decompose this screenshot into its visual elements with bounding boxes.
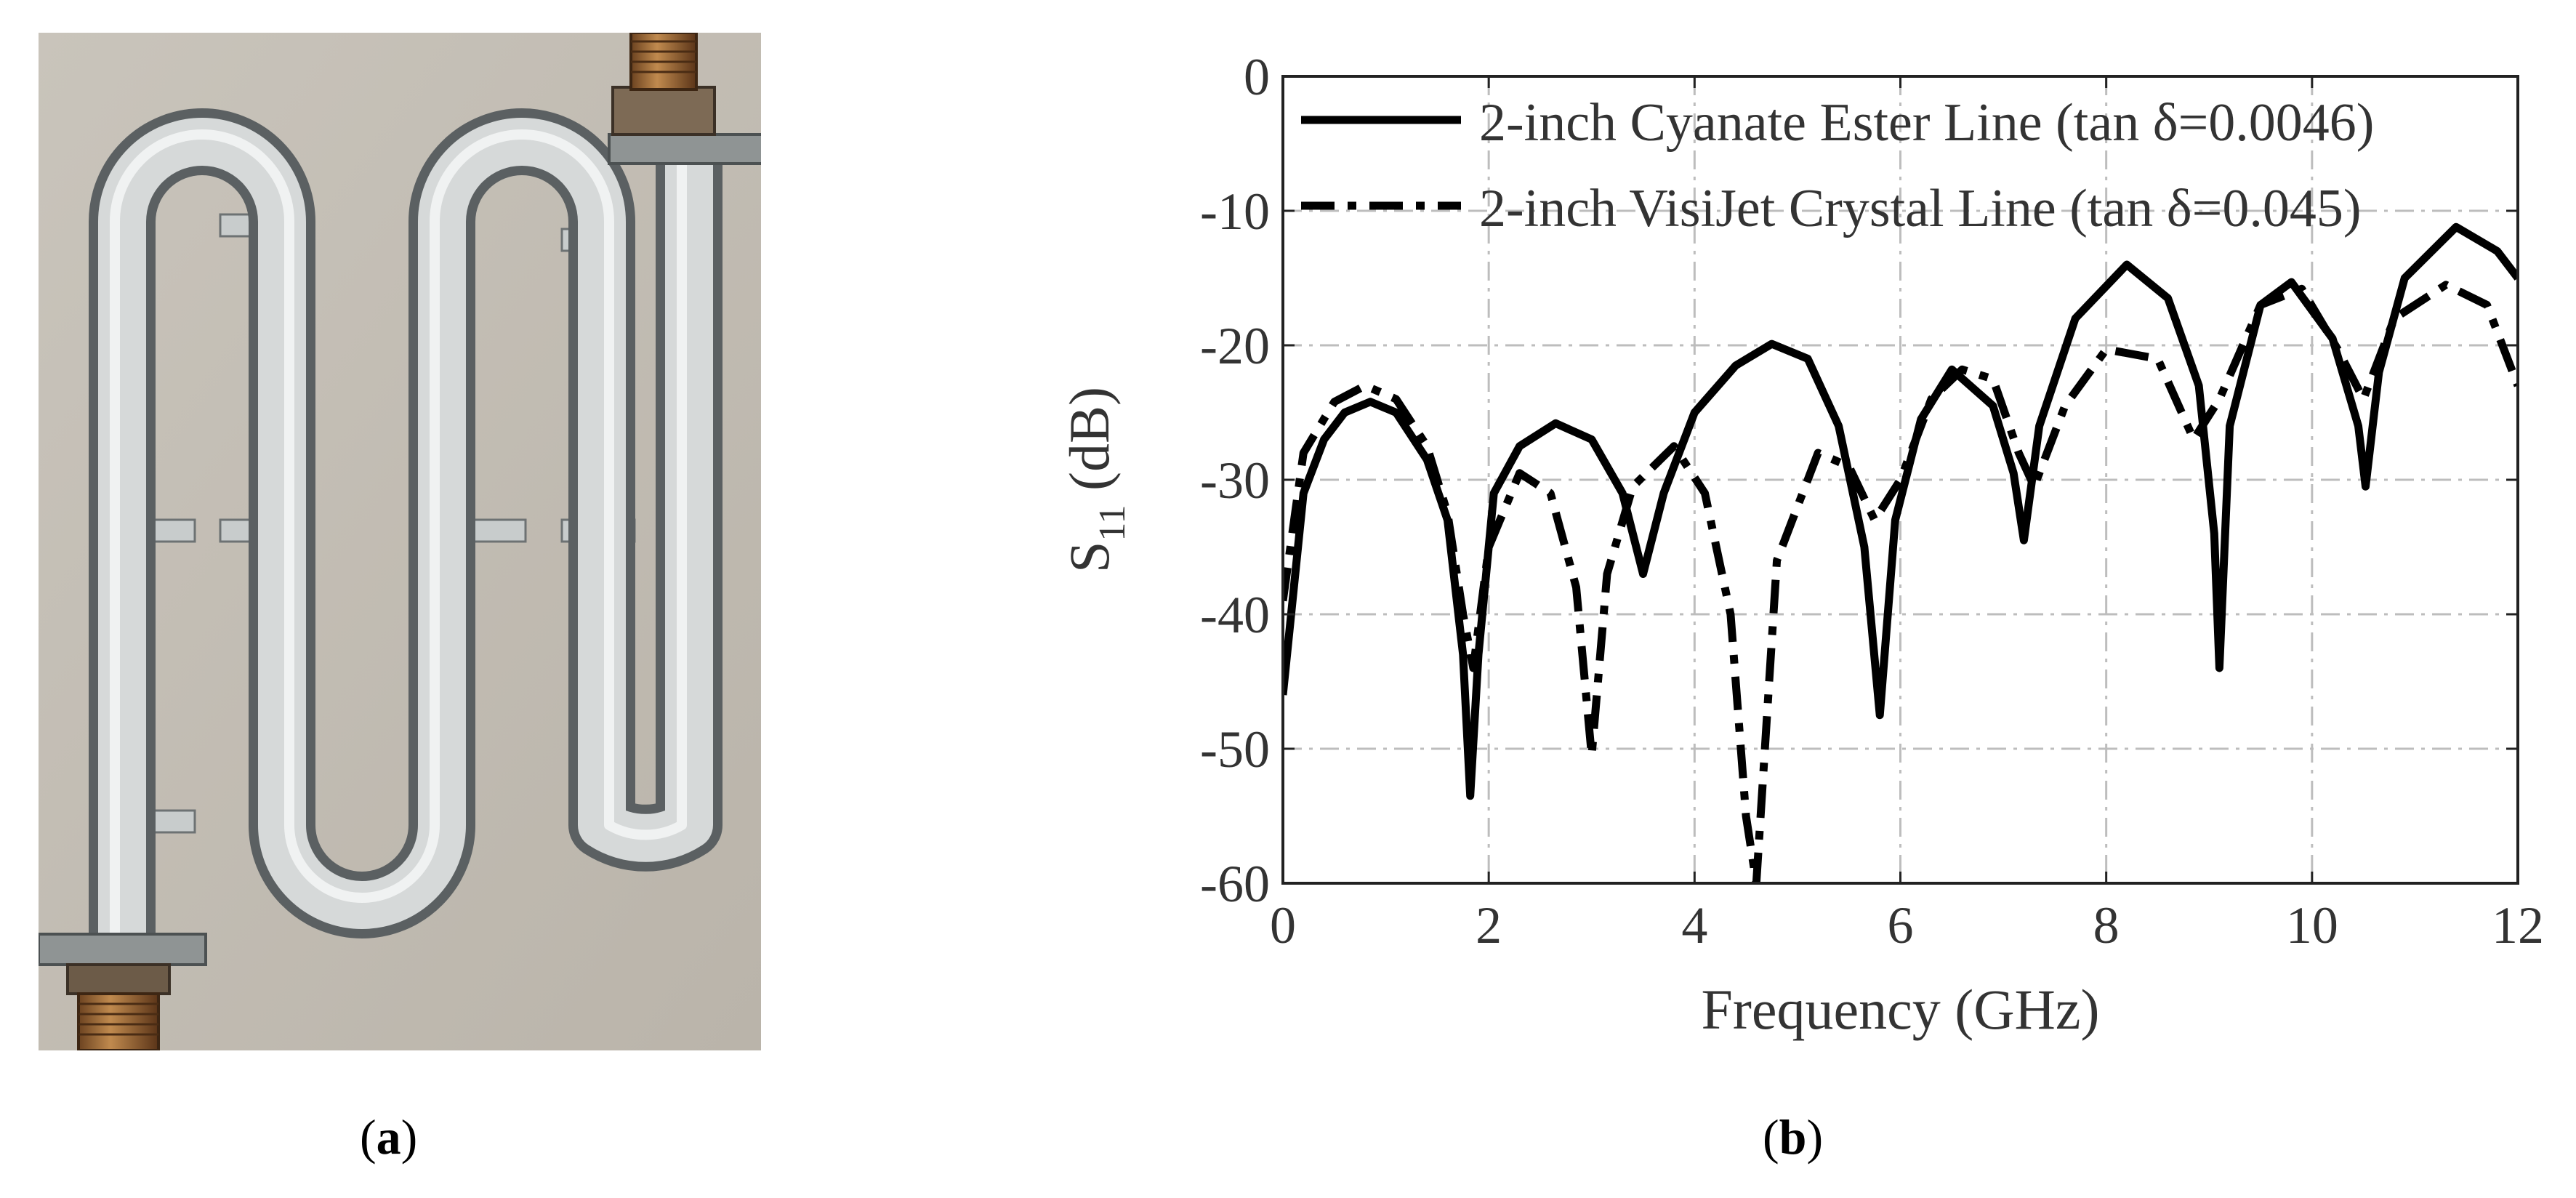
x-tick-label: 0: [1270, 896, 1296, 954]
y-tick-label: -10: [1200, 182, 1270, 241]
x-axis-label: Frequency (GHz): [1702, 978, 2100, 1041]
y-axis-label-sub: 11: [1092, 505, 1133, 542]
waveguide-photo: [39, 33, 761, 1050]
x-tick-label: 10: [2286, 896, 2338, 954]
y-tick-label: -50: [1200, 720, 1270, 779]
series-line-1: [1283, 222, 2518, 800]
top-connector: [608, 33, 761, 165]
x-tick-label: 6: [1888, 896, 1914, 954]
x-tick-label: 4: [1681, 896, 1707, 954]
caption-b-open: (: [1763, 1109, 1779, 1165]
y-axis-label-unit: (dB): [1058, 387, 1121, 504]
legend-label-2: 2-inch VisiJet Crystal Line (tan δ=0.045…: [1479, 179, 2361, 238]
x-tick-label: 12: [2492, 896, 2544, 954]
y-tick-label: -20: [1200, 317, 1270, 375]
caption-a: (a): [360, 1109, 417, 1166]
panel-a: (a): [0, 0, 800, 1198]
bottom-connector: [39, 933, 207, 1050]
y-tick-label: -30: [1200, 451, 1270, 510]
chart-grid: [1283, 76, 2518, 883]
series-layer: [1283, 222, 2518, 883]
s11-chart: 0 2 4 6 8 10 12 0 -10 -20 -30 -40 -50 -60 2-inch Cyan…: [1058, 48, 2544, 1041]
caption-a-close: ): [401, 1109, 418, 1165]
caption-b-letter: b: [1779, 1109, 1807, 1165]
y-tick-label: -60: [1200, 855, 1270, 913]
y-axis-label: S11 (dB): [1058, 387, 1133, 573]
legend-label-1: 2-inch Cyanate Ester Line (tan δ=0.0046): [1479, 93, 2374, 153]
caption-a-open: (: [360, 1109, 377, 1165]
caption-a-letter: a: [376, 1109, 401, 1165]
y-tick-label: -40: [1200, 586, 1270, 644]
x-tick-label: 8: [2093, 896, 2120, 954]
caption-b: (b): [1763, 1109, 1823, 1166]
chart-legend: 2-inch Cyanate Ester Line (tan δ=0.0046)…: [1301, 93, 2374, 238]
caption-b-close: ): [1806, 1109, 1824, 1165]
y-axis-label-main: S: [1058, 542, 1121, 573]
tick-labels: 0 2 4 6 8 10 12 0 -10 -20 -30 -40 -50 -60: [1200, 48, 2544, 954]
x-tick-label: 2: [1476, 896, 1502, 954]
y-tick-label: 0: [1244, 48, 1270, 106]
